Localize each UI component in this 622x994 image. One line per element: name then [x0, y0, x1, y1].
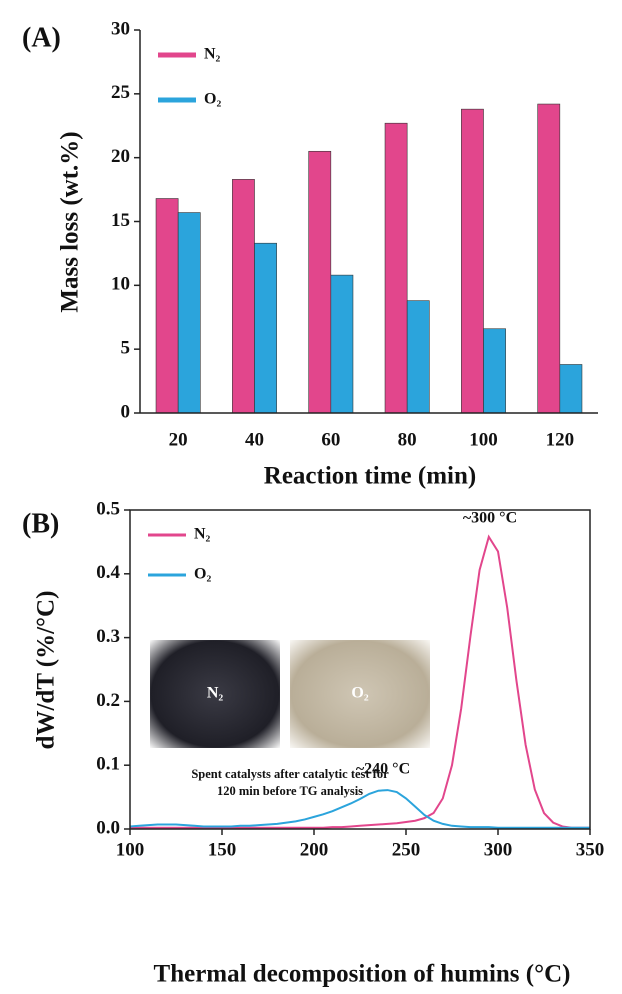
x-axis-title: Reaction time (min) [264, 463, 476, 490]
inset-label: N₂ [207, 685, 224, 702]
x-tick-label: 300 [484, 839, 513, 860]
x-tick-label: 20 [169, 429, 188, 450]
y-tick-label: 0.3 [96, 626, 120, 647]
y-tick-label: 30 [111, 18, 130, 39]
x-tick-label: 40 [245, 429, 264, 450]
panel-label: (B) [22, 508, 59, 539]
legend-label: O₂ [204, 91, 221, 108]
x-tick-label: 150 [208, 839, 237, 860]
y-tick-label: 0.0 [96, 817, 120, 838]
y-axis-title: dW/dT (%/°C) [33, 591, 60, 750]
bar [178, 213, 200, 413]
legend-label: N₂ [194, 526, 211, 543]
bar [232, 179, 254, 413]
x-tick-label: 100 [469, 429, 498, 450]
x-tick-label: 100 [116, 839, 145, 860]
bar [484, 329, 506, 413]
y-tick-label: 5 [121, 338, 131, 359]
bar [560, 364, 582, 413]
bar [461, 109, 483, 413]
bar [255, 243, 277, 413]
y-tick-label: 0.4 [96, 562, 120, 583]
y-tick-label: 0 [121, 401, 131, 422]
x-axis-title: Thermal decomposition of humins (°C) [154, 961, 571, 988]
y-tick-label: 25 [111, 82, 130, 103]
x-tick-label: 120 [546, 429, 575, 450]
bar [538, 104, 560, 413]
panel-label: (A) [22, 22, 61, 53]
bar [309, 151, 331, 413]
legend-label: O₂ [194, 566, 211, 583]
annotation: ~240 °C [356, 761, 410, 778]
x-tick-label: 250 [392, 839, 421, 860]
legend-label: N₂ [204, 46, 221, 63]
annotation: ~300 °C [463, 510, 517, 527]
y-axis-title: Mass loss (wt.%) [57, 131, 84, 312]
y-tick-label: 0.1 [96, 754, 120, 775]
inset-caption: 120 min before TG analysis [217, 784, 363, 798]
y-tick-label: 20 [111, 146, 130, 167]
bar [156, 199, 178, 413]
x-tick-label: 60 [321, 429, 340, 450]
figure: (A) (B) Mass loss (wt.%) Reaction time (… [0, 0, 622, 994]
x-tick-label: 350 [576, 839, 605, 860]
y-tick-label: 0.5 [96, 498, 120, 519]
y-tick-label: 0.2 [96, 690, 120, 711]
x-tick-label: 80 [398, 429, 417, 450]
bar [385, 123, 407, 413]
y-tick-label: 15 [111, 210, 130, 231]
x-tick-label: 200 [300, 839, 329, 860]
bar [407, 301, 429, 413]
bar [331, 275, 353, 413]
inset-label: O₂ [351, 685, 368, 702]
y-tick-label: 10 [111, 274, 130, 295]
